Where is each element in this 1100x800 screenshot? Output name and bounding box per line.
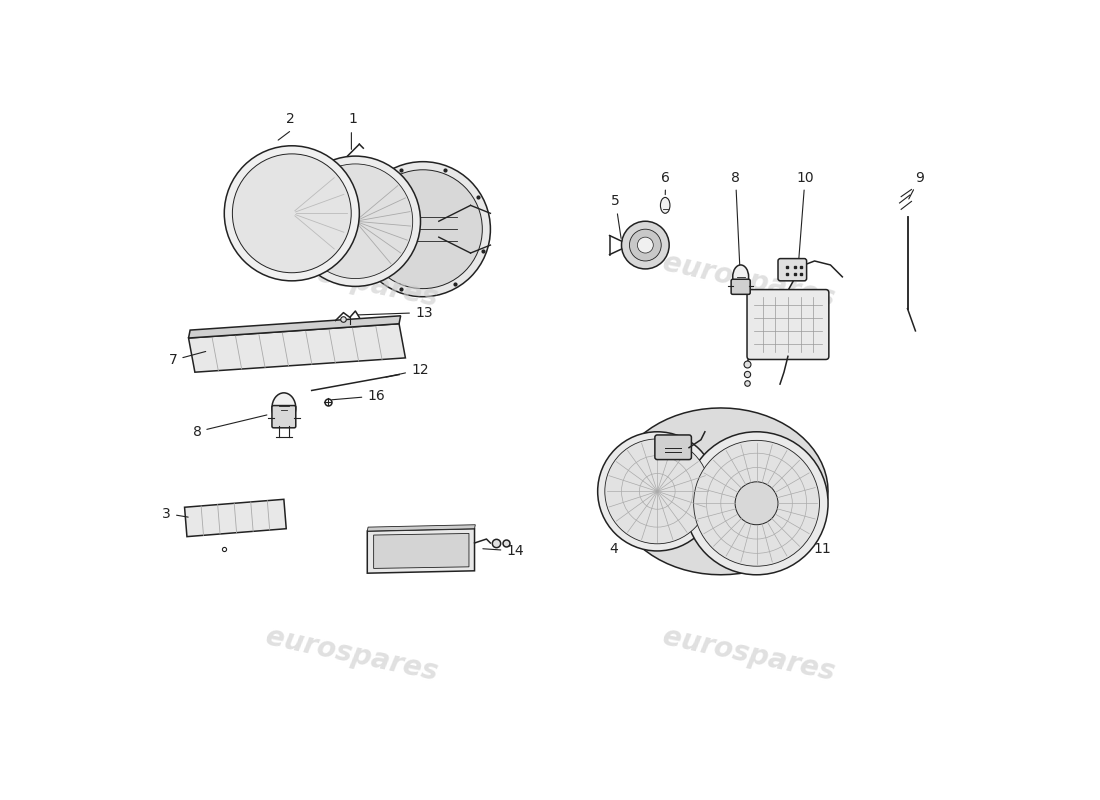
Text: 16: 16 xyxy=(332,389,385,403)
Circle shape xyxy=(232,154,351,273)
FancyBboxPatch shape xyxy=(272,406,296,428)
Text: 2: 2 xyxy=(286,112,295,126)
Circle shape xyxy=(621,222,669,269)
Circle shape xyxy=(597,432,717,551)
Circle shape xyxy=(629,229,661,261)
Polygon shape xyxy=(374,534,469,569)
Text: eurospares: eurospares xyxy=(660,622,837,686)
Circle shape xyxy=(355,162,491,297)
Text: 5: 5 xyxy=(612,194,621,238)
Text: 12: 12 xyxy=(386,362,429,377)
Text: 6: 6 xyxy=(661,170,670,194)
Circle shape xyxy=(224,146,360,281)
Text: 9: 9 xyxy=(909,170,924,199)
FancyBboxPatch shape xyxy=(732,279,750,294)
Text: eurospares: eurospares xyxy=(263,249,440,313)
Text: 4: 4 xyxy=(609,490,648,555)
Polygon shape xyxy=(614,408,828,574)
Text: 1: 1 xyxy=(349,112,358,126)
Ellipse shape xyxy=(272,393,296,423)
Text: 10: 10 xyxy=(796,170,814,258)
FancyBboxPatch shape xyxy=(654,435,692,459)
Polygon shape xyxy=(367,525,475,531)
Circle shape xyxy=(637,237,653,253)
Text: 13: 13 xyxy=(359,306,432,319)
Polygon shape xyxy=(188,316,400,338)
Circle shape xyxy=(694,440,820,566)
Circle shape xyxy=(605,439,710,544)
FancyBboxPatch shape xyxy=(778,258,806,281)
Text: 3: 3 xyxy=(163,506,188,521)
Circle shape xyxy=(685,432,828,574)
Circle shape xyxy=(735,482,778,525)
Ellipse shape xyxy=(733,265,749,289)
Text: 11: 11 xyxy=(767,501,832,555)
Circle shape xyxy=(298,164,412,278)
Circle shape xyxy=(290,156,420,286)
Text: eurospares: eurospares xyxy=(263,622,440,686)
Polygon shape xyxy=(367,529,474,573)
Ellipse shape xyxy=(660,198,670,214)
Text: 8: 8 xyxy=(192,415,267,438)
Text: 14: 14 xyxy=(483,544,524,558)
Text: eurospares: eurospares xyxy=(660,249,837,313)
Text: 15: 15 xyxy=(694,496,725,555)
Circle shape xyxy=(363,170,482,289)
Polygon shape xyxy=(185,499,286,537)
Text: 7: 7 xyxy=(168,351,206,367)
Text: 8: 8 xyxy=(732,170,740,282)
FancyBboxPatch shape xyxy=(747,290,829,359)
Polygon shape xyxy=(188,324,406,372)
